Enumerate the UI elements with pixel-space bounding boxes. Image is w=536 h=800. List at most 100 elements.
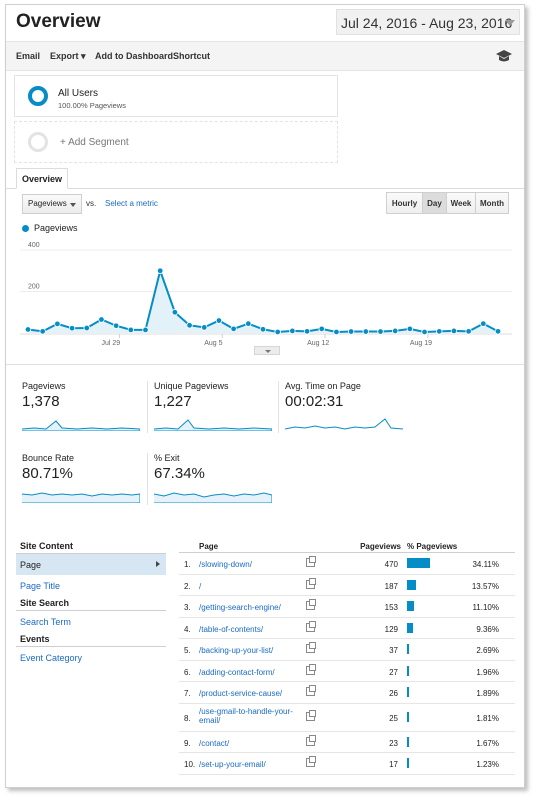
open-page-icon[interactable] (306, 620, 316, 632)
email-button[interactable]: Email (16, 51, 41, 61)
pct-value: 1.96% (476, 667, 499, 677)
metric-value: 1,227 (154, 393, 192, 410)
sidebar-item-page[interactable]: Page (16, 554, 166, 575)
data-point[interactable] (480, 320, 487, 327)
granularity-month-button[interactable]: Month (476, 193, 508, 213)
data-point[interactable] (274, 328, 281, 336)
page-link[interactable]: /product-service-cause/ (199, 689, 283, 698)
data-point[interactable] (98, 316, 105, 323)
row-index: 9. (184, 738, 191, 748)
page-link[interactable]: /contact/ (199, 738, 230, 748)
data-point[interactable] (318, 325, 325, 333)
table-header: Page Pageviews % Pageviews (179, 538, 515, 553)
data-point[interactable] (201, 324, 208, 331)
page-link[interactable]: /adding-contact-form/ (199, 667, 275, 677)
data-point[interactable] (436, 328, 443, 335)
data-point[interactable] (186, 322, 193, 329)
header-pct-pageviews[interactable]: % Pageviews (407, 542, 458, 551)
page-link[interactable]: /set-up-your-email/ (199, 760, 266, 769)
open-page-icon[interactable] (306, 663, 316, 675)
open-page-icon[interactable] (306, 734, 316, 746)
data-point[interactable] (362, 328, 370, 335)
row-index: 10. (184, 760, 196, 769)
page-link[interactable]: /table-of-contents/ (199, 624, 264, 634)
data-point[interactable] (377, 328, 384, 335)
data-point[interactable] (289, 327, 296, 335)
pageviews-value: 17 (389, 760, 398, 769)
page-link[interactable]: /slowing-down/ (199, 560, 252, 569)
granularity-day-button[interactable]: Day (423, 193, 447, 213)
page-link[interactable]: /use-gmail-to-handle-your-email/ (199, 706, 293, 725)
pct-value: 9.36% (476, 624, 499, 634)
pct-value: 2.69% (476, 646, 499, 655)
toolbar: Email Export ▾ Add to Dashboard Shortcut (6, 41, 524, 71)
pct-value: 11.10% (472, 603, 499, 612)
header-pageviews[interactable]: Pageviews (360, 542, 401, 551)
pageviews-value: 23 (389, 738, 398, 748)
open-page-icon[interactable] (306, 556, 316, 567)
graduation-cap-icon[interactable] (496, 49, 512, 63)
data-point[interactable] (406, 325, 414, 333)
granularity-week-button[interactable]: Week (447, 193, 476, 213)
legend-label: Pageviews (34, 223, 78, 233)
data-point[interactable] (54, 320, 61, 328)
data-point[interactable] (421, 328, 428, 336)
data-point[interactable] (112, 322, 120, 329)
add-to-dashboard-button[interactable]: Add to Dashboard (95, 51, 173, 61)
open-page-icon[interactable] (306, 685, 316, 696)
data-point[interactable] (494, 328, 502, 335)
date-range-picker[interactable]: Jul 24, 2016 - Aug 23, 2016 (336, 9, 520, 35)
pageviews-value: 129 (384, 624, 398, 634)
add-segment-box[interactable]: + Add Segment (14, 121, 338, 163)
metric-card-pageviews[interactable]: Pageviews 1,378 (22, 381, 146, 433)
sidebar-item-search-term[interactable]: Search Term (20, 617, 71, 627)
page-link[interactable]: / (199, 581, 202, 591)
data-point[interactable] (259, 326, 267, 333)
open-page-icon[interactable] (306, 756, 316, 767)
header-page[interactable]: Page (199, 542, 219, 551)
tab-overview[interactable]: Overview (16, 168, 68, 189)
segment-all-users[interactable]: All Users 100.00% Pageviews (14, 75, 338, 117)
data-point[interactable] (24, 326, 32, 333)
data-point[interactable] (347, 328, 355, 335)
data-point[interactable] (83, 324, 90, 332)
sidebar-item-event-category[interactable]: Event Category (20, 653, 83, 663)
data-point[interactable] (333, 328, 340, 336)
metric-select[interactable]: Pageviews (22, 194, 82, 214)
data-point[interactable] (245, 320, 252, 327)
series-area (28, 270, 498, 333)
export-button[interactable]: Export ▾ (50, 51, 86, 61)
data-point[interactable] (303, 328, 311, 335)
data-point[interactable] (127, 326, 135, 334)
pageviews-chart[interactable]: 400 200 Jul 29 Aug 5 Aug 12 Aug 19 (6, 235, 525, 347)
sidebar-item-page-title[interactable]: Page Title (20, 581, 61, 591)
page-link[interactable]: /backing-up-your-list/ (199, 646, 274, 655)
data-point[interactable] (156, 267, 164, 274)
shortcut-button[interactable]: Shortcut (173, 51, 210, 61)
page-title: Overview (16, 11, 101, 32)
data-point[interactable] (465, 328, 472, 335)
data-point[interactable] (450, 327, 458, 335)
open-page-icon[interactable] (306, 709, 316, 721)
data-point[interactable] (215, 317, 223, 324)
metric-card-bounce-rate[interactable]: Bounce Rate 80.71% (22, 453, 146, 505)
data-point[interactable] (171, 309, 179, 316)
chart-resize-handle[interactable] (254, 346, 280, 355)
open-page-icon[interactable] (306, 642, 316, 653)
granularity-hourly-button[interactable]: Hourly (387, 193, 423, 213)
row-index: 3. (184, 603, 191, 612)
data-point[interactable] (391, 327, 399, 335)
x-tick-label: Jul 29 (101, 340, 120, 347)
select-metric-link[interactable]: Select a metric (105, 199, 158, 208)
data-point[interactable] (230, 325, 237, 333)
open-page-icon[interactable] (306, 599, 316, 610)
pageviews-value: 26 (389, 689, 398, 698)
metric-card-unique-pageviews[interactable]: Unique Pageviews 1,227 (147, 381, 272, 433)
metric-card-avg-time[interactable]: Avg. Time on Page 00:02:31 (278, 381, 403, 433)
page-link[interactable]: /getting-search-engine/ (199, 603, 281, 612)
data-point[interactable] (142, 326, 149, 334)
open-page-icon[interactable] (306, 577, 316, 589)
metric-card-exit[interactable]: % Exit 67.34% (147, 453, 272, 505)
data-point[interactable] (39, 328, 46, 335)
data-point[interactable] (68, 325, 76, 332)
